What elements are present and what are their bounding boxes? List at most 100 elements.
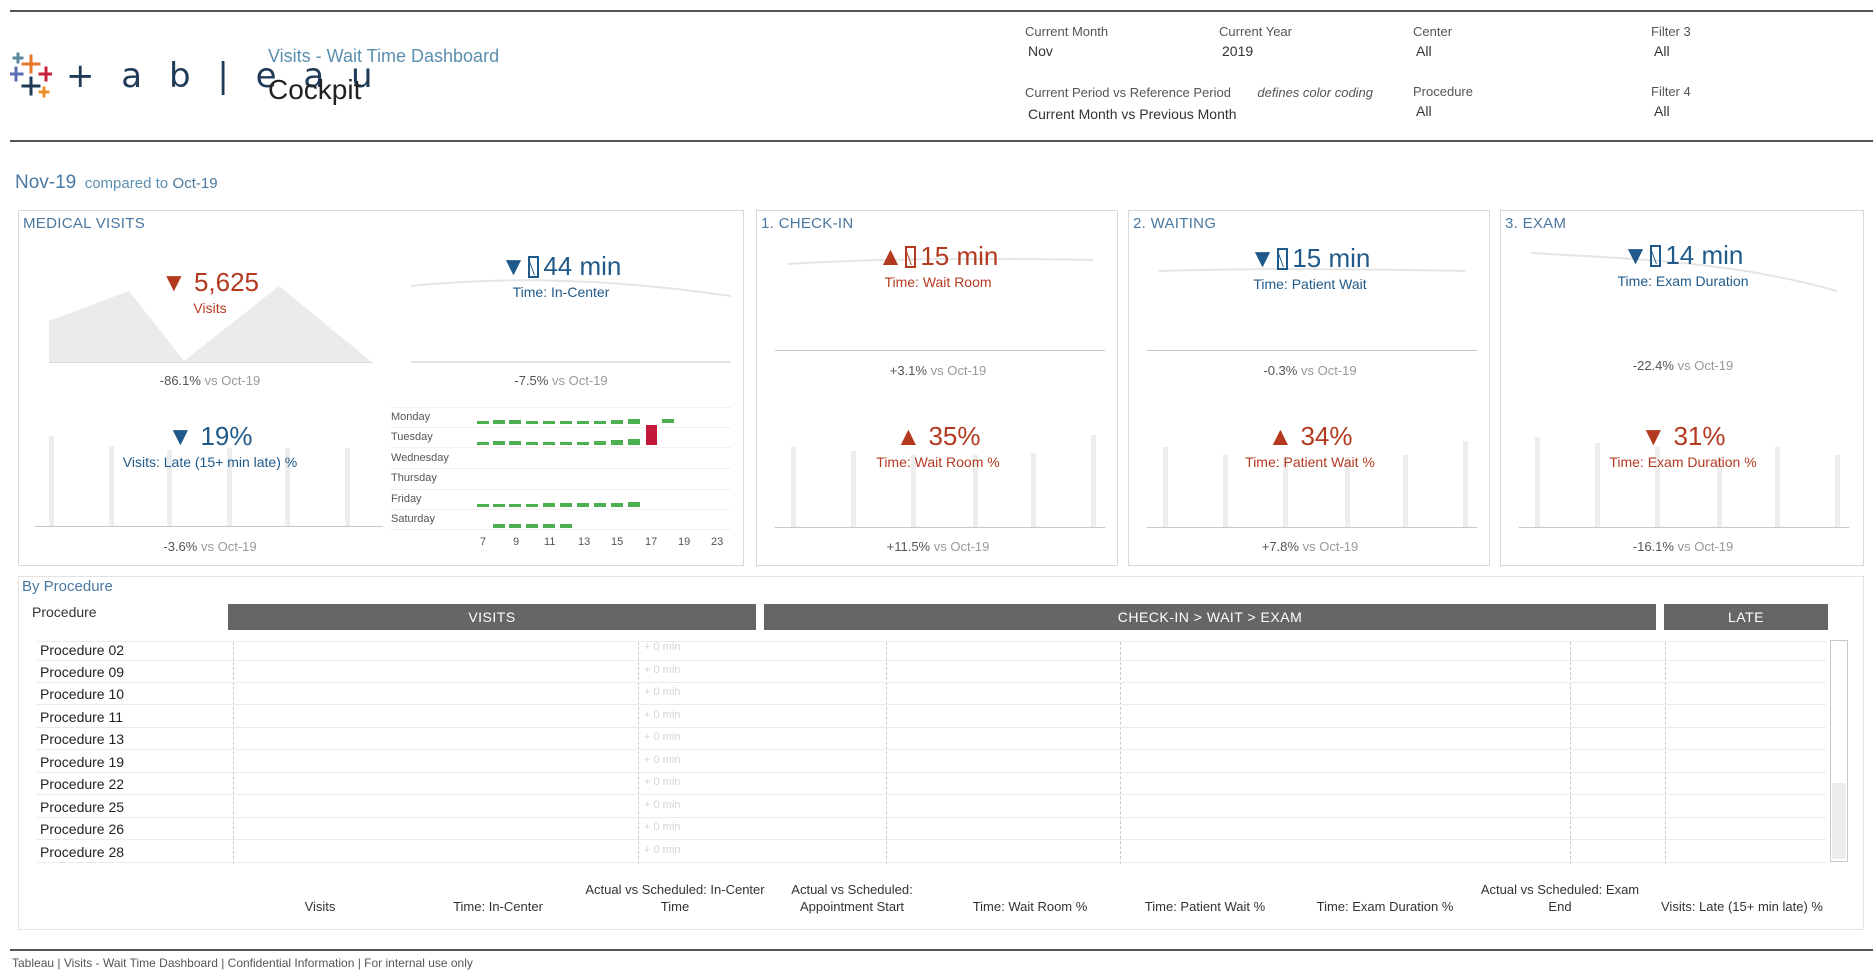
column-divider (1665, 642, 1666, 864)
delta-value: +7.8% (1261, 539, 1299, 554)
header-top-rule (10, 10, 1873, 12)
table-scrollbar[interactable] (1830, 640, 1848, 862)
filter-value[interactable]: Current Month vs Previous Month (1028, 106, 1237, 122)
filter-label: Current Year (1219, 24, 1292, 39)
kpi-wait-room: ▲ 15 min Time: Wait Room (788, 241, 1088, 290)
table-row-divider (36, 727, 1826, 728)
missing-glyph-icon (1650, 245, 1662, 267)
wait-room-sparkline (787, 257, 1093, 265)
filter-label: Center (1413, 24, 1453, 39)
filter-note: defines color coding (1257, 85, 1374, 100)
missing-glyph-icon (1277, 248, 1289, 270)
heatmap-cell (594, 441, 606, 445)
delta-value: +11.5% (886, 539, 931, 554)
table-row[interactable]: Procedure 22 (40, 776, 125, 792)
table-row[interactable]: Procedure 02 (40, 642, 125, 658)
down-arrow-icon: ▼ (500, 251, 527, 281)
heatmap-cell (526, 504, 538, 507)
table-row[interactable]: Procedure 10 (40, 686, 125, 702)
table-row[interactable]: Procedure 26 (40, 821, 125, 837)
column-divider (233, 642, 234, 864)
heatmap-cell (509, 524, 521, 528)
filter-value[interactable]: All (1654, 103, 1670, 119)
filter-period[interactable]: Current Period vs Reference Period defin… (1025, 84, 1385, 122)
table-row[interactable]: Procedure 28 (40, 844, 125, 860)
late-bars (49, 436, 383, 526)
table-row[interactable]: Procedure 25 (40, 799, 125, 815)
delta-value: -3.6% (163, 539, 198, 554)
period-reference: Oct-19 (172, 175, 218, 192)
filter-label: Current Period vs Reference Period (1025, 85, 1231, 100)
patient-wait-pct-baseline (1147, 527, 1477, 528)
table-row[interactable]: Procedure 09 (40, 664, 125, 680)
tableau-logo (8, 52, 54, 103)
heatmap-cell (509, 420, 521, 424)
heatmap-row-line (391, 529, 731, 530)
delta-value: -0.3% (1263, 363, 1298, 378)
filter-value[interactable]: Nov (1028, 43, 1053, 59)
filter-value[interactable]: All (1654, 43, 1670, 59)
panel-title: 1. CHECK-IN (761, 215, 854, 232)
delta-reference: vs Oct-19 (1302, 539, 1359, 554)
heatmap-row-line (391, 468, 731, 469)
filter-3[interactable]: Filter 3 All (1651, 24, 1831, 59)
down-arrow-icon: ▼ (167, 421, 194, 451)
group-header-visits: VISITS (228, 604, 756, 630)
kpi-exam-duration: ▼ 14 min Time: Exam Duration (1533, 240, 1833, 289)
table-row-divider (36, 704, 1826, 705)
down-arrow-icon: ▼ (1640, 421, 1667, 451)
kpi-value: 14 min (1665, 240, 1744, 270)
wait-room-pct-baseline (775, 527, 1105, 528)
patient-wait-baseline (1147, 350, 1477, 351)
column-footer: Actual vs Scheduled: Appointment Start (791, 882, 913, 914)
heatmap-cell (628, 439, 640, 445)
hour-tick: 11 (544, 536, 556, 548)
heatmap-cell (594, 503, 606, 507)
filter-current-year[interactable]: Current Year 2019 (1219, 24, 1399, 59)
filter-current-month[interactable]: Current Month Nov (1025, 24, 1205, 59)
kpi-late-comparison: -3.6% vs Oct-19 (60, 539, 360, 554)
filter-center[interactable]: Center All (1413, 24, 1593, 59)
panel-check-in: 1. CHECK-IN ▲ 15 min Time: Wait Room +3.1… (756, 210, 1118, 566)
footer-text: Tableau | Visits - Wait Time Dashboard |… (12, 956, 473, 970)
scrollbar-thumb[interactable] (1832, 783, 1846, 859)
heatmap-cell (560, 524, 572, 528)
kpi-exam-duration-comparison: -22.4% vs Oct-19 (1533, 358, 1833, 373)
exam-duration-sparkline (1531, 252, 1837, 292)
table-row[interactable]: Procedure 13 (40, 731, 125, 747)
kpi-exam-duration-pct-comparison: -16.1% vs Oct-19 (1533, 539, 1833, 554)
day-label: Thursday (391, 472, 437, 484)
header-bottom-rule (10, 140, 1873, 142)
table-row-divider (36, 817, 1826, 818)
late-baseline (35, 526, 383, 527)
period-summary: Nov-19 compared to Oct-19 (15, 172, 218, 194)
heatmap-cell (594, 421, 606, 424)
filter-label: Filter 3 (1651, 24, 1691, 39)
heatmap-cell (493, 524, 505, 528)
delta-value: -16.1% (1632, 539, 1674, 554)
kpi-value: 31% (1673, 421, 1726, 451)
filter-procedure[interactable]: Procedure All (1413, 84, 1593, 119)
table-row[interactable]: Procedure 11 (40, 709, 124, 725)
column-divider (638, 642, 639, 864)
heatmap-row-line (391, 489, 731, 490)
panel-waiting: 2. WAITING ▼ 15 min Time: Patient Wait -0… (1128, 210, 1490, 566)
kpi-in-center: ▼ 44 min Time: In-Center (411, 251, 711, 300)
heatmap-cell (543, 524, 555, 528)
heatmap-row-line (391, 427, 731, 428)
kpi-value: 19% (200, 421, 253, 451)
filter-value[interactable]: 2019 (1222, 43, 1254, 59)
missing-glyph-icon (905, 246, 917, 268)
delta-reference: vs Oct-19 (551, 373, 608, 388)
delta-value: +3.1% (889, 363, 927, 378)
filter-value[interactable]: All (1416, 103, 1432, 119)
filter-4[interactable]: Filter 4 All (1651, 84, 1831, 119)
day-label: Friday (391, 493, 422, 505)
heatmap-cell (662, 419, 674, 423)
table-row[interactable]: Procedure 19 (40, 754, 125, 770)
placeholder-value: + 0 min (644, 664, 681, 676)
kpi-label: Time: Exam Duration % (1609, 454, 1757, 470)
filter-value[interactable]: All (1416, 43, 1432, 59)
filter-label: Filter 4 (1651, 84, 1691, 99)
wait-room-pct-bars (791, 435, 1101, 527)
